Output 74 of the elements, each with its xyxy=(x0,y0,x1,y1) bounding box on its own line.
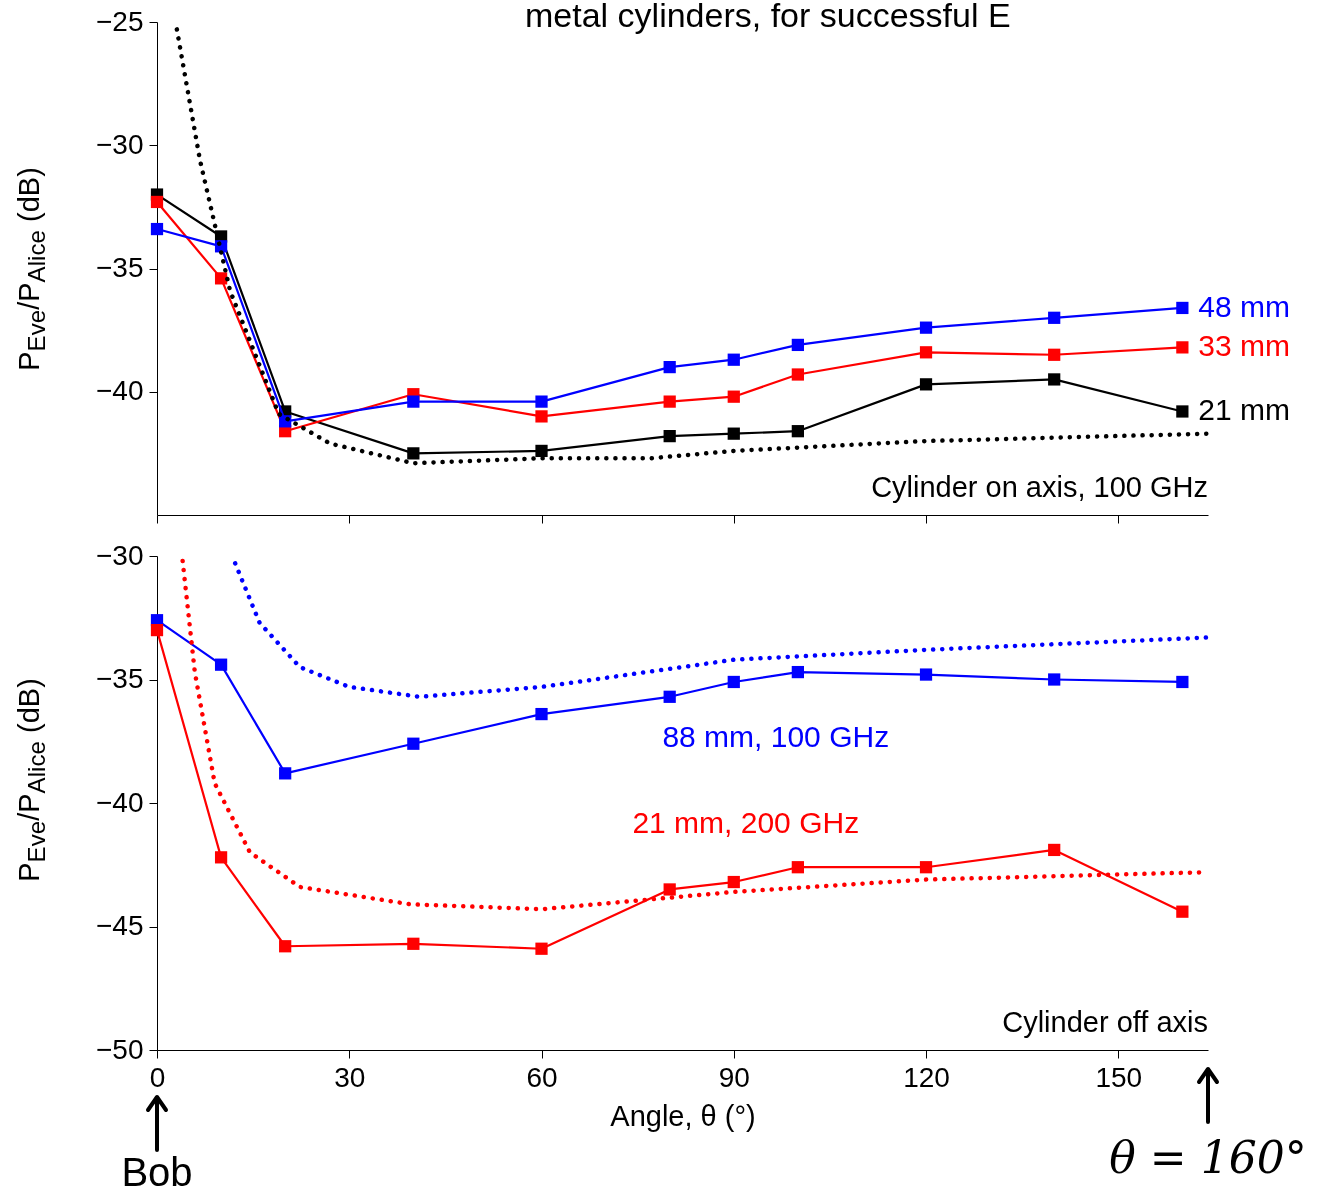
point xyxy=(919,345,932,358)
point xyxy=(919,377,932,390)
point xyxy=(791,665,804,678)
y-tick-label: −45 xyxy=(95,909,143,941)
point xyxy=(919,321,932,334)
point xyxy=(150,222,163,235)
y-tick-label: −30 xyxy=(95,539,143,570)
y-tick-label: −40 xyxy=(95,374,143,406)
point xyxy=(791,424,804,437)
x-tick-label: 0 xyxy=(149,1061,165,1092)
point xyxy=(1175,301,1188,314)
x-tick-label: 60 xyxy=(525,1061,558,1092)
point xyxy=(406,737,419,750)
series-label: 88 mm, 100 GHz xyxy=(661,719,889,753)
x-tick-label: 150 xyxy=(1094,1061,1142,1092)
y-tick-label: −30 xyxy=(95,128,143,160)
point xyxy=(278,766,291,779)
line-series xyxy=(232,560,1210,699)
point xyxy=(1175,905,1188,918)
point xyxy=(1047,672,1060,686)
point xyxy=(534,409,548,423)
point xyxy=(534,707,548,720)
point xyxy=(663,429,676,442)
point xyxy=(1047,311,1060,324)
series-label: 21 mm xyxy=(1197,392,1290,426)
point xyxy=(278,939,291,952)
x-tick-label: 90 xyxy=(718,1061,750,1092)
x-axis-title: Angle, θ (°) xyxy=(609,1099,756,1131)
point xyxy=(727,875,740,888)
series-label: 48 mm xyxy=(1197,289,1290,323)
point xyxy=(791,367,804,381)
y-tick-label: −35 xyxy=(95,251,143,283)
point xyxy=(1175,675,1188,688)
x-tick-label: 120 xyxy=(902,1061,950,1092)
y-tick-label: −35 xyxy=(95,662,143,694)
point xyxy=(534,394,548,408)
point xyxy=(1047,348,1060,361)
point xyxy=(919,860,932,873)
point xyxy=(406,446,419,459)
annotation: Cylinder off axis xyxy=(1001,1005,1208,1038)
y-tick-label: −25 xyxy=(95,5,143,36)
annotation: Bob xyxy=(121,1150,193,1195)
series-label: 33 mm xyxy=(1197,328,1290,362)
point xyxy=(406,394,419,408)
point xyxy=(727,675,740,688)
point xyxy=(150,623,163,636)
point xyxy=(1175,404,1188,418)
point xyxy=(214,658,227,671)
point xyxy=(1175,340,1188,353)
point xyxy=(214,271,227,284)
y-tick-label: −40 xyxy=(95,786,143,817)
point xyxy=(214,850,227,863)
point xyxy=(663,690,676,703)
point xyxy=(727,427,740,440)
point xyxy=(1047,843,1060,856)
point xyxy=(406,937,419,950)
annotation: Cylinder on axis, 100 GHz xyxy=(870,470,1208,503)
point xyxy=(150,195,163,208)
point xyxy=(534,942,548,955)
y-tick-label: −50 xyxy=(95,1033,143,1064)
point xyxy=(663,882,676,896)
x-tick-label: 30 xyxy=(333,1061,365,1092)
point xyxy=(1047,372,1060,386)
chart-title: metal cylinders, for successful E xyxy=(525,0,1011,35)
point xyxy=(663,360,676,373)
annotation: θ = 160° xyxy=(1109,1132,1307,1183)
point xyxy=(791,338,804,351)
point xyxy=(534,444,548,457)
point xyxy=(919,667,932,681)
point xyxy=(663,394,676,408)
point xyxy=(727,353,740,366)
series-label: 21 mm, 200 GHz xyxy=(631,805,859,839)
point xyxy=(791,860,804,873)
point xyxy=(727,390,740,403)
